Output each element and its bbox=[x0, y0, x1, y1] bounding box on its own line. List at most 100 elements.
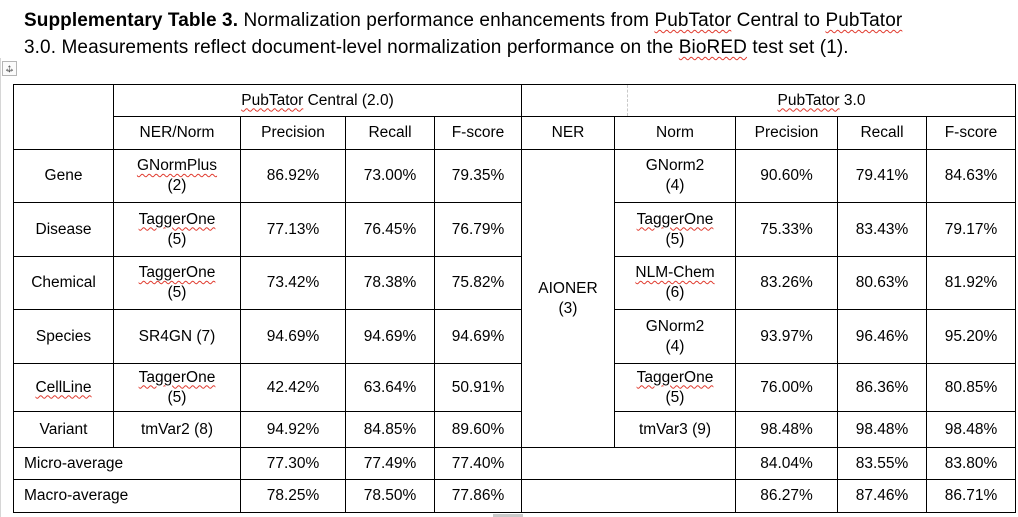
table-move-handle-icon[interactable]: ↔ ↕ bbox=[2, 61, 17, 76]
header-pubtator-central[interactable]: PubTator Central (2.0) bbox=[114, 85, 522, 117]
cell-micro-empty[interactable] bbox=[522, 448, 736, 480]
cell-p3-norm[interactable]: GNorm2 (4) bbox=[615, 310, 736, 364]
cell-p3-fscore[interactable]: 98.48% bbox=[927, 412, 1016, 448]
cell-pc-recall[interactable]: 76.45% bbox=[346, 203, 435, 257]
norm-ref: (4) bbox=[665, 177, 685, 194]
cell-ner-aioner[interactable]: AIONER (3) bbox=[522, 150, 615, 448]
cell-category[interactable]: Variant bbox=[14, 412, 114, 448]
tool-name: GNormPlus bbox=[136, 157, 218, 174]
cell-macro-p3-recall[interactable]: 87.46% bbox=[838, 480, 927, 513]
cell-pc-tool[interactable]: GNormPlus (2) bbox=[114, 150, 241, 203]
norm-name: tmVar3 (9) bbox=[638, 420, 712, 438]
cell-p3-fscore[interactable]: 80.85% bbox=[927, 364, 1016, 412]
colheader-ner-norm[interactable]: NER/Norm bbox=[114, 117, 241, 150]
table-caption[interactable]: Supplementary Table 3. Normalization per… bbox=[24, 7, 1016, 61]
cell-p3-norm[interactable]: TaggerOne (5) bbox=[615, 203, 736, 257]
cell-pc-recall[interactable]: 78.38% bbox=[346, 257, 435, 310]
cell-p3-recall[interactable]: 98.48% bbox=[838, 412, 927, 448]
cell-p3-norm[interactable]: TaggerOne (5) bbox=[615, 364, 736, 412]
cell-micro-pc-recall[interactable]: 77.49% bbox=[346, 448, 435, 480]
cell-category[interactable]: Species bbox=[14, 310, 114, 364]
header-pubtator-3[interactable]: PubTator 3.0 bbox=[522, 85, 1016, 117]
cell-macro-pc-precision[interactable]: 78.25% bbox=[241, 480, 346, 513]
cell-pc-precision[interactable]: 86.92% bbox=[241, 150, 346, 203]
colheader-p3-norm[interactable]: Norm bbox=[615, 117, 736, 150]
cell-p3-norm[interactable]: NLM-Chem (6) bbox=[615, 257, 736, 310]
cell-p3-fscore[interactable]: 84.63% bbox=[927, 150, 1016, 203]
cell-micro-average-label[interactable]: Micro-average bbox=[14, 448, 241, 480]
cell-pc-fscore[interactable]: 76.79% bbox=[435, 203, 522, 257]
cell-macro-p3-fscore[interactable]: 86.71% bbox=[927, 480, 1016, 513]
cell-macro-average-label[interactable]: Macro-average bbox=[14, 480, 241, 513]
cell-micro-p3-recall[interactable]: 83.55% bbox=[838, 448, 927, 480]
cell-p3-recall[interactable]: 80.63% bbox=[838, 257, 927, 310]
cell-category[interactable]: Chemical bbox=[14, 257, 114, 310]
cell-pc-tool[interactable]: tmVar2 (8) bbox=[114, 412, 241, 448]
cell-pc-tool[interactable]: TaggerOne (5) bbox=[114, 203, 241, 257]
cell-pc-precision[interactable]: 73.42% bbox=[241, 257, 346, 310]
cell-p3-precision[interactable]: 75.33% bbox=[736, 203, 838, 257]
cell-category[interactable]: Disease bbox=[14, 203, 114, 257]
cell-p3-precision[interactable]: 90.60% bbox=[736, 150, 838, 203]
cell-category[interactable]: Gene bbox=[14, 150, 114, 203]
cell-pc-fscore[interactable]: 50.91% bbox=[435, 364, 522, 412]
header-p3-brand: PubTator bbox=[777, 91, 840, 109]
cell-micro-p3-precision[interactable]: 84.04% bbox=[736, 448, 838, 480]
header-pc-rest: Central (2.0) bbox=[303, 91, 394, 109]
cell-pc-tool[interactable]: SR4GN (7) bbox=[114, 310, 241, 364]
caption-segment: PubTator bbox=[654, 10, 732, 31]
cell-p3-fscore[interactable]: 81.92% bbox=[927, 257, 1016, 310]
cell-p3-precision[interactable]: 83.26% bbox=[736, 257, 838, 310]
caption-segment: PubTator bbox=[825, 10, 903, 31]
header-p3-rest: 3.0 bbox=[839, 91, 866, 109]
cell-p3-precision[interactable]: 93.97% bbox=[736, 310, 838, 364]
cell-pc-fscore[interactable]: 79.35% bbox=[435, 150, 522, 203]
cell-p3-norm[interactable]: tmVar3 (9) bbox=[615, 412, 736, 448]
cell-p3-recall[interactable]: 79.41% bbox=[838, 150, 927, 203]
cell-macro-p3-precision[interactable]: 86.27% bbox=[736, 480, 838, 513]
cell-p3-recall[interactable]: 96.46% bbox=[838, 310, 927, 364]
table-resize-artifact bbox=[493, 514, 523, 517]
cell-micro-pc-precision[interactable]: 77.30% bbox=[241, 448, 346, 480]
cell-micro-pc-fscore[interactable]: 77.40% bbox=[435, 448, 522, 480]
cell-category[interactable]: CellLine bbox=[14, 364, 114, 412]
cell-pc-recall[interactable]: 73.00% bbox=[346, 150, 435, 203]
cell-p3-norm[interactable]: GNorm2 (4) bbox=[615, 150, 736, 203]
cell-pc-fscore[interactable]: 89.60% bbox=[435, 412, 522, 448]
colheader-p3-fscore[interactable]: F-score bbox=[927, 117, 1016, 150]
norm-name: TaggerOne bbox=[636, 210, 714, 228]
colheader-pc-recall[interactable]: Recall bbox=[346, 117, 435, 150]
colheader-p3-precision[interactable]: Precision bbox=[736, 117, 838, 150]
cell-pc-fscore[interactable]: 94.69% bbox=[435, 310, 522, 364]
cell-pc-tool[interactable]: TaggerOne (5) bbox=[114, 257, 241, 310]
tool-name: SR4GN (7) bbox=[138, 327, 216, 345]
colheader-pc-fscore[interactable]: F-score bbox=[435, 117, 522, 150]
colheader-p3-ner[interactable]: NER bbox=[522, 117, 615, 150]
norm-ref: (5) bbox=[665, 388, 685, 406]
cell-pc-precision[interactable]: 94.92% bbox=[241, 412, 346, 448]
cell-pc-precision[interactable]: 94.69% bbox=[241, 310, 346, 364]
cell-p3-precision[interactable]: 76.00% bbox=[736, 364, 838, 412]
cell-p3-fscore[interactable]: 79.17% bbox=[927, 203, 1016, 257]
cell-p3-fscore[interactable]: 95.20% bbox=[927, 310, 1016, 364]
cell-macro-pc-fscore[interactable]: 77.86% bbox=[435, 480, 522, 513]
colheader-p3-recall[interactable]: Recall bbox=[838, 117, 927, 150]
norm-name: GNorm2 bbox=[645, 317, 705, 335]
cell-p3-recall[interactable]: 83.43% bbox=[838, 203, 927, 257]
cell-pc-recall[interactable]: 63.64% bbox=[346, 364, 435, 412]
cell-p3-precision[interactable]: 98.48% bbox=[736, 412, 838, 448]
cell-pc-precision[interactable]: 42.42% bbox=[241, 364, 346, 412]
cell-macro-empty[interactable] bbox=[522, 480, 736, 513]
cell-micro-p3-fscore[interactable]: 83.80% bbox=[927, 448, 1016, 480]
cell-p3-recall[interactable]: 86.36% bbox=[838, 364, 927, 412]
cell-pc-fscore[interactable]: 75.82% bbox=[435, 257, 522, 310]
caption-segment: 3.0. Measurements reflect document-level… bbox=[24, 37, 679, 58]
caption-segment: Central to bbox=[731, 10, 826, 31]
cell-pc-tool[interactable]: TaggerOne (5) bbox=[114, 364, 241, 412]
cell-pc-precision[interactable]: 77.13% bbox=[241, 203, 346, 257]
cell-pc-recall[interactable]: 94.69% bbox=[346, 310, 435, 364]
corner-empty-cell[interactable] bbox=[14, 85, 114, 150]
colheader-pc-precision[interactable]: Precision bbox=[241, 117, 346, 150]
cell-pc-recall[interactable]: 84.85% bbox=[346, 412, 435, 448]
cell-macro-pc-recall[interactable]: 78.50% bbox=[346, 480, 435, 513]
